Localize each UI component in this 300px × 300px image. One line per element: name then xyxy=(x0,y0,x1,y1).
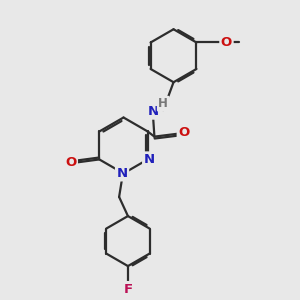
Text: H: H xyxy=(158,97,168,110)
Text: N: N xyxy=(116,167,128,180)
Text: O: O xyxy=(178,126,190,139)
Text: N: N xyxy=(147,105,158,118)
Text: N: N xyxy=(144,153,155,166)
Text: F: F xyxy=(123,283,133,296)
Text: O: O xyxy=(221,36,232,49)
Text: O: O xyxy=(65,156,76,169)
